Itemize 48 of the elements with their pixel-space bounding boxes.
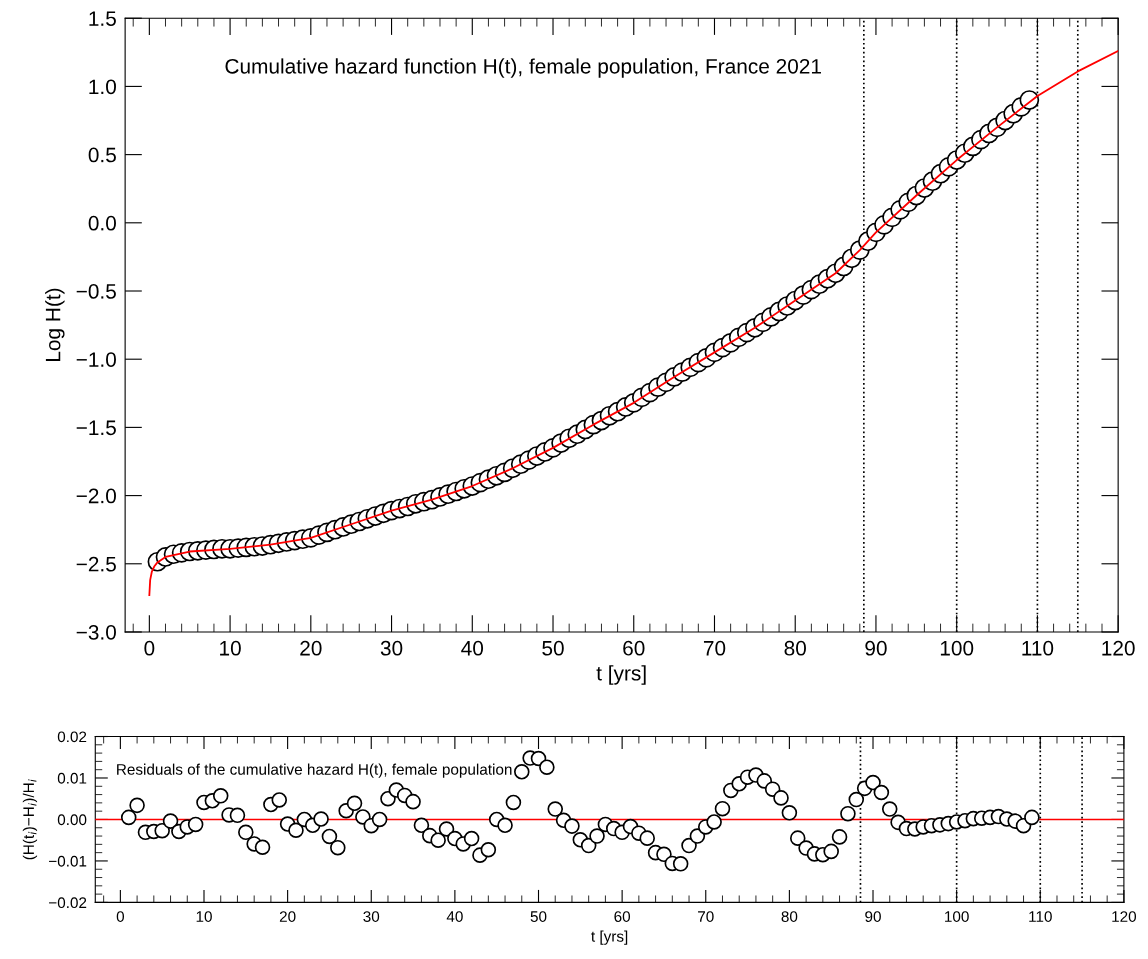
x-tick-label: 10 [196, 911, 212, 922]
x-tick-label: 10 [220, 640, 241, 656]
y-tick-label: −3.0 [76, 624, 116, 640]
x-tick-label: 40 [446, 911, 463, 922]
y-tick-label: 0.01 [57, 772, 87, 784]
x-tick-label: 60 [614, 911, 631, 922]
x-axis-title: t [yrs] [591, 930, 628, 945]
y-tick-label: −0.5 [76, 284, 116, 299]
x-tick-label: 0 [144, 640, 155, 656]
y-tick-label: −0.01 [49, 855, 87, 867]
x-tick-label: 20 [279, 911, 296, 922]
x-tick-label: 90 [865, 911, 881, 922]
x-tick-label: 120 [1102, 640, 1135, 656]
y-tick-label: 0.00 [57, 814, 87, 826]
x-tick-label: 20 [300, 640, 322, 656]
y-tick-label: 1.5 [89, 11, 116, 26]
x-tick-label: 30 [380, 640, 403, 656]
y-tick-label: 0.5 [88, 147, 116, 163]
x-tick-label: 110 [1022, 640, 1054, 656]
x-tick-label: 60 [623, 640, 645, 656]
annotation: Residuals of the cumulative hazard H(t), female population [117, 763, 512, 778]
x-tick-label: 50 [530, 911, 547, 922]
x-tick-label: 110 [1029, 911, 1052, 922]
x-tick-label: 0 [116, 911, 125, 922]
x-tick-label: 70 [698, 911, 714, 922]
y-axis-title: (H(t$_{i}$)−H$_{i}$)/H$_{i}$ [22, 779, 38, 860]
x-tick-label: 40 [461, 640, 484, 656]
annotation: Cumulative hazard function H(t), female population, France 2021 [225, 58, 821, 78]
x-tick-label: 80 [781, 911, 798, 922]
x-tick-label: 90 [865, 640, 887, 656]
x-tick-label: 100 [940, 640, 974, 656]
y-tick-label: −1.0 [76, 352, 116, 367]
line-series [148, 50, 1119, 597]
x-tick-label: 70 [703, 640, 726, 656]
x-tick-label: 50 [542, 640, 564, 656]
x-tick-label: 100 [945, 911, 969, 922]
y-tick-label: −0.02 [49, 897, 87, 909]
x-tick-label: 30 [363, 911, 380, 922]
y-tick-label: −2.5 [76, 556, 116, 572]
y-tick-label: 1.0 [89, 79, 116, 95]
y-tick-label: 0.0 [88, 215, 116, 231]
y-tick-label: −1.5 [76, 420, 116, 436]
x-axis-title: t [yrs] [596, 665, 646, 685]
y-tick-label: 0.02 [57, 731, 87, 743]
x-tick-label: 80 [784, 640, 806, 656]
x-tick-label: 120 [1112, 911, 1137, 922]
y-axis-title: Log H(t) [45, 288, 65, 362]
y-tick-label: −2.0 [76, 488, 116, 504]
